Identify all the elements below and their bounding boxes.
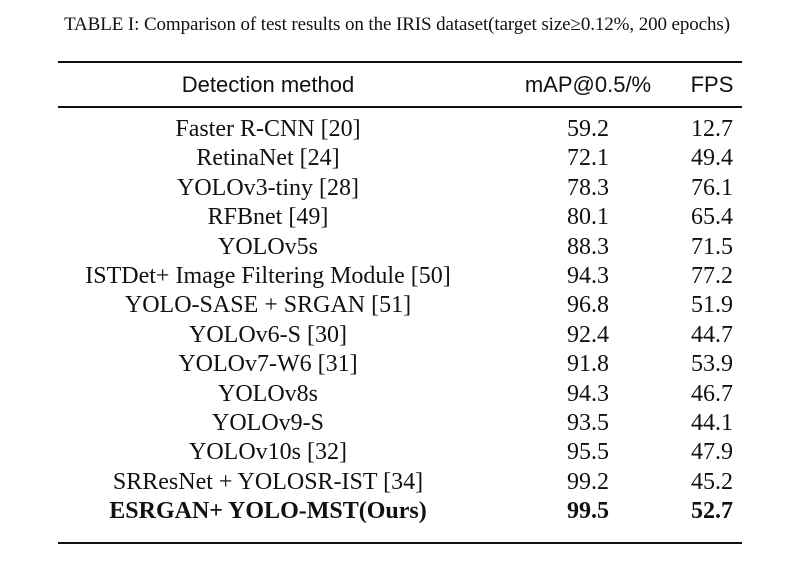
table-row: YOLOv3-tiny [28] 78.3 76.1 [58,174,742,203]
table-row: RFBnet [49] 80.1 65.4 [58,203,742,232]
cell-method: RetinaNet [24] [196,145,340,172]
cell-fps: 52.7 [691,498,733,525]
cell-fps: 71.5 [691,233,733,260]
table-top-rule [58,61,742,63]
table-bottom-rule [58,542,742,544]
table-row: YOLOv9-S 93.5 44.1 [58,409,742,438]
table-row: YOLOv8s 94.3 46.7 [58,380,742,409]
cell-fps: 51.9 [691,292,733,319]
cell-fps: 47.9 [691,439,733,466]
cell-map: 94.3 [567,263,609,289]
table-row: YOLOv7-W6 [31] 91.8 53.9 [58,350,742,379]
cell-method: YOLOv9-S [212,410,324,436]
table-row: YOLOv6-S [30] 92.4 44.7 [58,321,742,350]
cell-map: 99.5 [567,498,609,525]
table-row: YOLOv10s [32] 95.5 47.9 [58,438,742,467]
table-row: SRResNet + YOLOSR-IST [34] 99.2 45.2 [58,468,742,497]
cell-map: 72.1 [567,145,609,172]
cell-fps: 65.4 [691,204,733,231]
cell-fps: 44.7 [691,321,733,348]
table-header-row: Detection method mAP@0.5/% FPS [58,70,742,99]
cell-map: 91.8 [567,351,609,378]
cell-method: YOLOv10s [32] [189,439,347,466]
cell-map: 99.2 [567,468,609,495]
header-detection-method: Detection method [181,72,355,97]
table-row: Faster R-CNN [20] 59.2 12.7 [58,115,742,144]
cell-fps: 44.1 [691,410,733,436]
cell-method: RFBnet [49] [207,204,329,231]
cell-map: 94.3 [567,380,609,407]
table-row: YOLO-SASE + SRGAN [51] 96.8 51.9 [58,291,742,320]
table-row: RetinaNet [24] 72.1 49.4 [58,144,742,173]
header-map: mAP@0.5/% [524,72,652,97]
cell-map: 80.1 [567,204,609,231]
cell-map: 95.5 [567,439,609,466]
cell-method: ISTDet+ Image Filtering Module [50] [85,263,451,289]
cell-map: 96.8 [567,292,609,319]
cell-method: YOLOv6-S [30] [189,321,347,348]
table-row: YOLOv5s 88.3 71.5 [58,233,742,262]
cell-map: 92.4 [567,321,609,348]
table-row: ISTDet+ Image Filtering Module [50] 94.3 7… [58,262,742,291]
cell-map: 93.5 [567,410,609,436]
cell-fps: 77.2 [691,263,733,289]
cell-fps: 53.9 [691,351,733,378]
cell-method: YOLOv3-tiny [28] [177,174,359,201]
cell-method: YOLO-SASE + SRGAN [51] [124,292,412,319]
cell-map: 59.2 [567,116,609,142]
header-fps: FPS [690,72,734,97]
cell-method: YOLOv5s [218,233,318,260]
cell-method: ESRGAN+ YOLO-MST(Ours) [109,498,427,525]
cell-fps: 49.4 [691,145,733,172]
cell-fps: 46.7 [691,380,733,407]
cell-method: YOLOv8s [218,380,318,407]
cell-fps: 12.7 [691,116,733,142]
table-caption: TABLE I: Comparison of test results on t… [64,14,730,35]
cell-method: YOLOv7-W6 [31] [178,351,358,378]
table-header-rule [58,106,742,108]
table-row: ESRGAN+ YOLO-MST(Ours) 99.5 52.7 [58,497,742,526]
cell-method: SRResNet + YOLOSR-IST [34] [112,468,424,495]
cell-fps: 76.1 [691,174,733,201]
cell-map: 78.3 [567,174,609,201]
cell-method: Faster R-CNN [20] [175,116,361,142]
cell-fps: 45.2 [691,468,733,495]
cell-map: 88.3 [567,233,609,260]
